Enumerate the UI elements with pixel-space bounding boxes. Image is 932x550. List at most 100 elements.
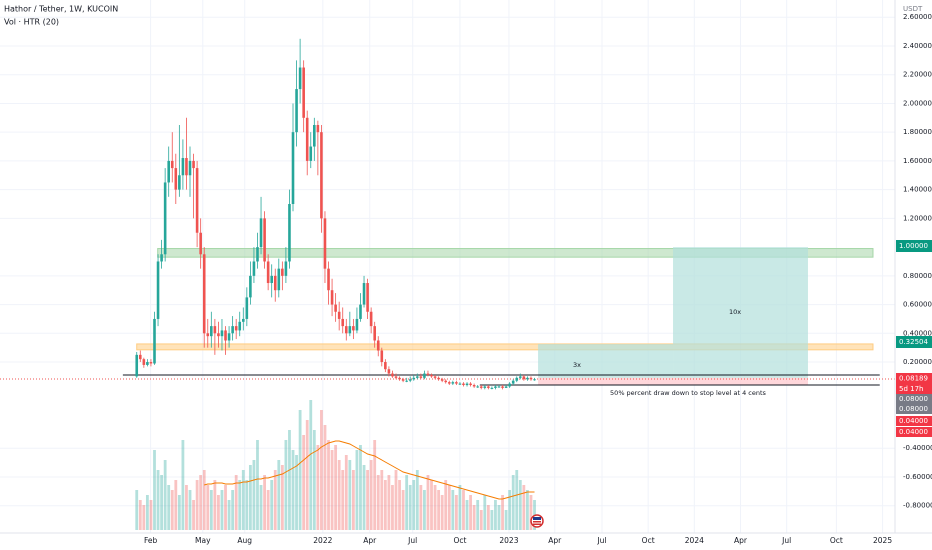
volume-bar [160,475,163,530]
candle-body [192,160,195,169]
candle-body [305,117,309,161]
candle-body [376,340,380,351]
candle-body [224,330,227,341]
volume-bar [323,425,327,530]
volume-bar [490,510,494,530]
price-label: 0.08000 [899,405,928,413]
x-tick-label: Jul [781,536,791,545]
candle-body [259,218,263,248]
candle-body [199,232,202,255]
y-tick-label: 0.20000 [903,358,932,366]
volume-bar [256,440,259,530]
volume-bar [433,485,437,530]
candle-body [430,374,433,377]
candle-body [213,326,217,334]
x-tick-label: Apr [363,536,377,545]
candle-body [380,350,384,363]
volume-bar [362,465,366,530]
candle-body [384,362,387,370]
y-tick-label: 1.80000 [903,128,932,136]
candle-body [291,132,295,205]
volume-bar [206,485,210,530]
candle-body [163,182,167,255]
volume-bar [156,470,160,530]
volume-bar [330,450,334,530]
price-label-box [896,336,932,348]
candle-body [515,377,519,381]
volume-bar [153,450,156,530]
stop-zone [538,377,808,386]
candle-body [334,304,337,312]
candle-body [394,376,398,378]
volume-bar [192,500,195,530]
candle-body [320,132,323,219]
candle-body [511,380,515,384]
y-tick-label: -0.40000 [903,444,932,452]
candle-body [387,369,391,374]
candle-body [447,382,451,384]
candle-body [234,326,238,331]
volume-bar [280,465,284,530]
annotation: 50% percent draw down to stop level at 4… [610,389,767,397]
candle-body [146,362,149,365]
volume-bar [284,440,288,530]
x-tick-label: Aug [237,536,252,545]
x-tick-label: Jul [407,536,417,545]
candle-body [142,359,146,365]
candle-body [238,321,242,331]
volume-bar [444,480,448,530]
candle-body [206,333,210,337]
volume-bar [426,475,430,530]
candle-body [423,373,426,378]
volume-bar [366,470,369,530]
candle-body [174,168,178,190]
y-tick-label: 1.60000 [903,157,932,165]
volume-bar [408,485,412,530]
volume-bar [412,480,416,530]
candle-body [270,275,273,284]
volume-bar [295,455,298,530]
candle-body [426,373,430,375]
volume-bar [486,505,490,530]
candle-body [263,218,266,262]
candle-body [504,386,508,388]
volume-bar [483,495,487,530]
volume-bar [387,475,391,530]
volume-bar [217,495,220,530]
volume-bar [376,475,380,530]
volume-bar [320,410,323,530]
price-label-box [896,373,932,384]
x-tick-label: 2025 [873,536,892,545]
candle-body [344,326,348,334]
candle-body [316,124,320,133]
volume-bar [401,490,405,530]
candle-body [181,158,185,176]
volume-bar [302,435,306,530]
price-label: 1.00000 [899,242,928,250]
profit-zone [673,247,808,378]
candle-body [252,261,256,276]
candle-body [273,275,277,291]
candle-body [440,379,444,381]
candle-body [167,160,171,183]
candle-body [373,326,376,341]
flag-icon [530,514,544,528]
candle-body [479,386,483,388]
volume-bar [391,485,394,530]
volume-bar [511,475,515,530]
volume-bar [309,400,313,530]
price-label: 0.32504 [899,338,928,346]
volume-bar [188,490,192,530]
candle-body [281,268,284,276]
volume-bar [263,475,266,530]
volume-bar [334,445,338,530]
zone [157,248,874,258]
volume-bar [149,500,153,530]
candle-body [309,146,313,161]
candle-body [277,268,281,291]
candle-body [249,275,252,298]
candle-body [313,124,316,147]
candle-body [391,373,394,377]
candle-body [149,362,153,364]
volume-bar [270,480,274,530]
